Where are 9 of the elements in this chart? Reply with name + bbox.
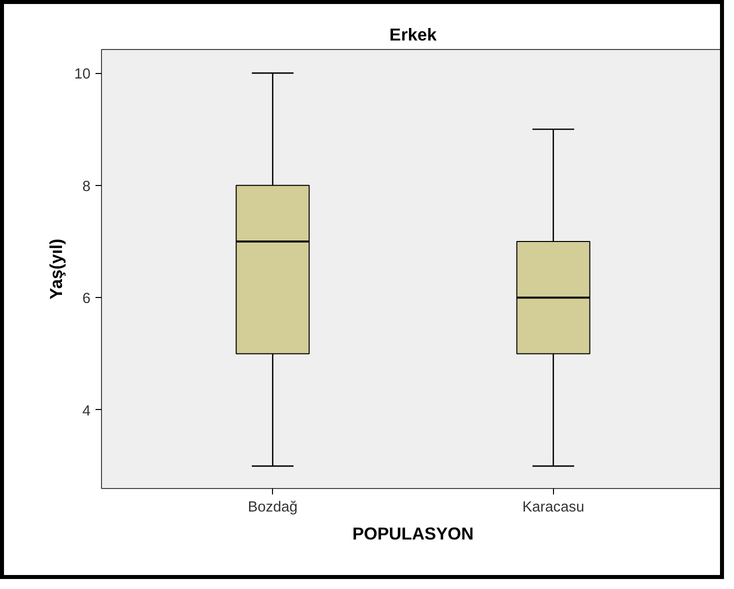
y-tick-label: 8 xyxy=(82,178,91,195)
y-tick-label: 10 xyxy=(74,66,91,83)
y-tick-label: 4 xyxy=(82,403,91,420)
chart-title: Erkek xyxy=(389,24,437,44)
y-tick-label: 6 xyxy=(82,291,91,308)
x-tick-label: Bozdağ xyxy=(248,500,298,516)
y-axis-title: Yaş(yıl) xyxy=(46,238,66,300)
x-axis-title: POPULASYON xyxy=(352,524,474,544)
x-tick-label: Karacasu xyxy=(522,500,584,516)
